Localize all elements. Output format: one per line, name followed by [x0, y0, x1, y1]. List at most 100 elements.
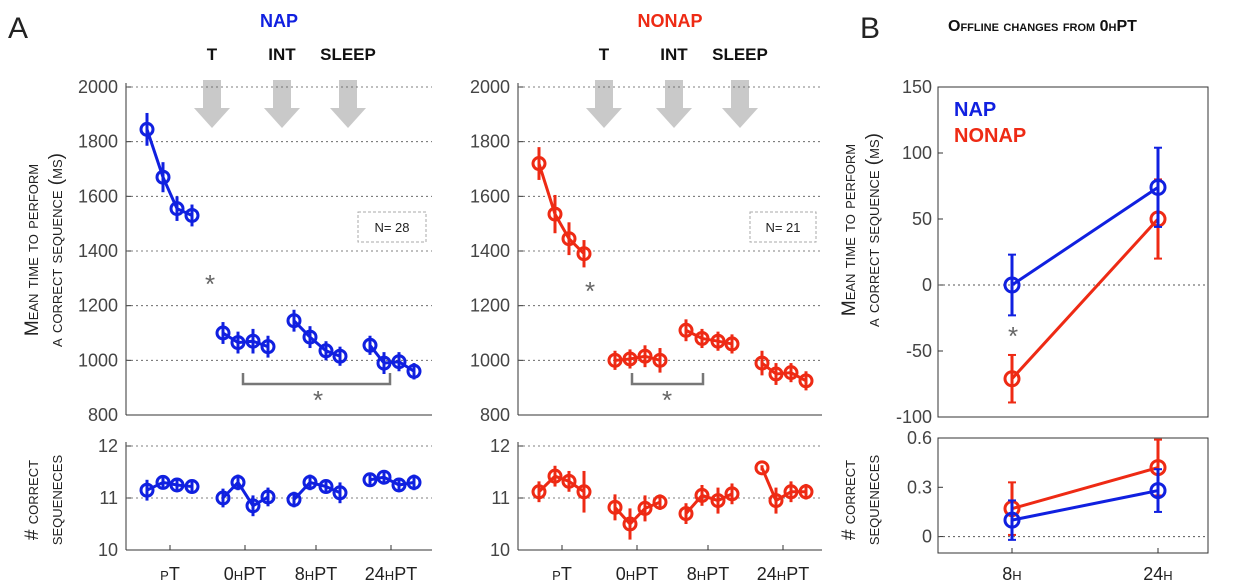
- nonap-time-data-point: [768, 366, 784, 382]
- nonap-count-data-point: [768, 493, 784, 509]
- panel-b-letter: B: [860, 12, 880, 45]
- nonap-count-data-point: [622, 516, 638, 532]
- nonap-count-data-point: [678, 506, 694, 522]
- nonap-sig-star-bracket: *: [662, 385, 672, 415]
- b-count-xtick-label: 24h: [1143, 564, 1172, 584]
- nonap-count-data-point: [637, 500, 653, 516]
- ylabel-count-a: # correct sequeneces: [22, 455, 67, 546]
- b-count-ytick-label: 0.6: [907, 428, 932, 448]
- nap-time-data-point: [302, 329, 318, 345]
- nonap-time-data-point: [576, 246, 592, 262]
- nap-count-data-point: [155, 474, 171, 490]
- nap-time-data-point: [406, 363, 422, 379]
- nonap-time-ytick-label: 2000: [470, 77, 510, 97]
- nap-count-data-point: [391, 477, 407, 493]
- nap-time-ytick-label: 1400: [78, 241, 118, 261]
- b-count-data-point-nap: [1149, 482, 1167, 500]
- nonap-sig-bracket: [630, 373, 705, 386]
- nonap-count-series-line: [760, 467, 806, 503]
- nap-time-data-point: [362, 337, 378, 353]
- b-time-data-point-nap: [1003, 276, 1021, 294]
- nap-time-data-point: [184, 207, 200, 223]
- nap-count-ytick-label: 12: [98, 436, 118, 456]
- nap-time-data-point: [169, 201, 185, 217]
- nap-arrow-sleep-icon: [330, 80, 366, 128]
- nap-sig-star-bracket: *: [313, 385, 323, 415]
- nonap-count-data-point: [710, 493, 726, 509]
- nap-count-data-point: [332, 485, 348, 501]
- n-box-nonap: N= 21: [749, 211, 817, 243]
- nap-time-data-point: [318, 343, 334, 359]
- nap-time-series-line: [222, 331, 269, 349]
- b-count-frame: [937, 437, 1209, 554]
- nonap-count-data-point: [798, 484, 814, 500]
- nonap-count-ytick-label: 11: [491, 488, 510, 508]
- nap-count-data-point: [406, 474, 422, 490]
- nap-time-axes: 800 1000 1200 1400 1600 1800 2000: [78, 77, 432, 425]
- b-time-ytick-label: -100: [896, 407, 932, 427]
- nonap-time-ytick-label: 1200: [470, 296, 510, 316]
- ylabel-time-b: Mean time to perform a correct sequence …: [839, 133, 884, 327]
- nap-time-data-point: [376, 355, 392, 371]
- nap-time-data-point: [391, 354, 407, 370]
- n-box-nonap-label: N= 21: [765, 220, 800, 235]
- nonap-count-data-point: [547, 468, 563, 484]
- nonap-time-data-point: [637, 348, 653, 364]
- nonap-time-data-point: [783, 365, 799, 381]
- nonap-time-data-point: [622, 351, 638, 367]
- b-time-data-point-nap: [1149, 178, 1167, 196]
- nap-count-data-point: [230, 474, 246, 490]
- nonap-time-ytick-label: 800: [480, 405, 510, 425]
- nap-time-data-point: [286, 313, 302, 329]
- nap-count-xtick-label: 8hPT: [295, 564, 337, 584]
- b-time-series-line-nap: [1011, 186, 1159, 287]
- nonap-count-data-point: [531, 484, 547, 500]
- nap-count-data-point: [139, 482, 155, 498]
- nap-time-data-point: [332, 348, 348, 364]
- n-box-nap-label: N= 28: [374, 220, 409, 235]
- nap-count-data-point: [169, 477, 185, 493]
- nonap-count-axes: 10 11 12: [490, 436, 822, 560]
- b-time-series-line-nonap: [1010, 217, 1160, 380]
- nonap-time-data-point: [754, 355, 770, 371]
- nap-time-data-point: [245, 333, 261, 349]
- nonap-time-data-point: [710, 333, 726, 349]
- ylabel-time-b-line2: a correct sequence (ms): [863, 133, 884, 327]
- nap-count-xtick-label: pT: [160, 564, 180, 584]
- nonap-time-ytick-label: 1800: [470, 132, 510, 152]
- b-legend-nonap: NONAP: [954, 125, 1026, 147]
- nonap-count-data-point: [694, 487, 710, 503]
- panel-a-letter: A: [8, 12, 28, 45]
- nap-count-ytick-label: 10: [98, 540, 118, 560]
- nonap-count-xtick-label: 0hPT: [616, 564, 658, 584]
- nonap-arrow-label-sleep: SLEEP: [712, 45, 768, 64]
- b-time-ytick-label: 150: [902, 77, 932, 97]
- n-box-nonap-frame: [749, 211, 817, 243]
- nap-arrow-label-sleep: SLEEP: [320, 45, 376, 64]
- nonap-arrow-sleep-icon: [722, 80, 758, 128]
- nap-time-series-line: [368, 344, 415, 373]
- nap-count-data-point: [184, 479, 200, 495]
- nap-count-series-line: [292, 480, 341, 501]
- nap-count-ytick-label: 11: [99, 488, 118, 508]
- nap-count-xtick-label: 24hPT: [365, 564, 417, 584]
- b-count-xtick-label: 8h: [1002, 564, 1021, 584]
- nap-count-data-point: [362, 472, 378, 488]
- nap-time-series-line: [292, 319, 341, 358]
- nonap-time-ytick-label: 1000: [470, 350, 510, 370]
- nonap-arrow-t-icon: [586, 80, 622, 128]
- ylabel-time-b-line1: Mean time to perform: [839, 144, 860, 316]
- nonap-arrow-int-icon: [656, 80, 692, 128]
- nonap-count-data-point: [783, 484, 799, 500]
- nonap-count-data-point: [754, 460, 770, 476]
- nap-time-ytick-label: 1600: [78, 186, 118, 206]
- nap-count-data-point: [318, 479, 334, 495]
- nap-count-axes: 10 11 12: [98, 436, 432, 560]
- b-time-frame: [937, 86, 1209, 418]
- nonap-title: NONAP: [637, 11, 702, 31]
- nap-count-data-point: [302, 474, 318, 490]
- b-count-ytick-label: 0: [922, 527, 932, 547]
- nonap-time-data-point: [798, 373, 814, 389]
